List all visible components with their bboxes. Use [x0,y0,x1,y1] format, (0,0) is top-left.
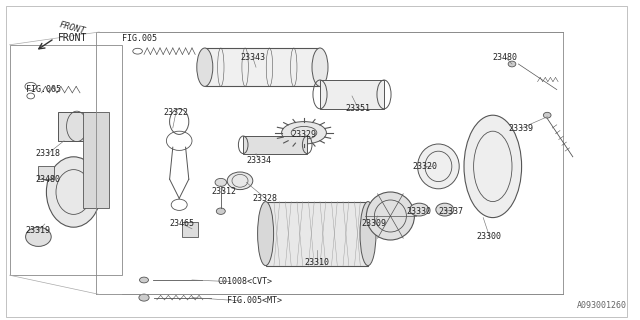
Bar [205,48,320,86]
Ellipse shape [227,172,253,189]
Bar [83,112,109,208]
Ellipse shape [543,112,551,118]
Text: 23329: 23329 [291,130,316,139]
Text: 23330: 23330 [406,207,431,216]
Text: 23322: 23322 [163,108,188,116]
Bar [182,222,198,237]
Text: FRONT: FRONT [58,33,87,44]
Text: FIG.005<MT>: FIG.005<MT> [227,296,282,305]
Ellipse shape [140,277,148,283]
Ellipse shape [436,203,454,216]
Text: FIG.005: FIG.005 [122,34,157,43]
Ellipse shape [312,48,328,86]
Text: 23319: 23319 [26,226,51,235]
Ellipse shape [418,144,460,189]
Text: FRONT: FRONT [58,20,86,36]
Text: 23318: 23318 [35,149,60,158]
Text: 23339: 23339 [509,124,534,132]
Text: C01008<CVT>: C01008<CVT> [218,277,273,286]
Text: 23343: 23343 [240,53,265,62]
Ellipse shape [197,48,212,86]
Text: FIG.005: FIG.005 [26,85,61,94]
Ellipse shape [464,115,522,218]
Text: 23309: 23309 [362,220,387,228]
Text: 23480: 23480 [35,175,60,184]
Bar [10,45,122,275]
Ellipse shape [282,122,326,144]
Bar [58,112,96,141]
Text: 23300: 23300 [477,232,502,241]
Ellipse shape [47,157,101,227]
Ellipse shape [508,61,516,67]
Ellipse shape [26,227,51,246]
Ellipse shape [139,294,149,301]
Ellipse shape [366,192,415,240]
Bar [266,202,368,266]
Text: 23328: 23328 [253,194,278,203]
Ellipse shape [215,179,227,186]
Text: 23310: 23310 [304,258,329,267]
Bar [38,166,54,179]
Text: A093001260: A093001260 [577,301,627,310]
Bar [243,136,307,154]
Text: 23351: 23351 [346,104,371,113]
Text: 23337: 23337 [438,207,463,216]
Bar [320,80,384,109]
Text: 23312: 23312 [211,188,236,196]
Ellipse shape [360,202,376,266]
Ellipse shape [410,203,429,216]
Ellipse shape [257,202,274,266]
Text: 23334: 23334 [246,156,271,164]
Text: 23320: 23320 [413,162,438,171]
Text: 23480: 23480 [493,53,518,62]
Text: 23465: 23465 [170,220,195,228]
Ellipse shape [216,208,225,214]
